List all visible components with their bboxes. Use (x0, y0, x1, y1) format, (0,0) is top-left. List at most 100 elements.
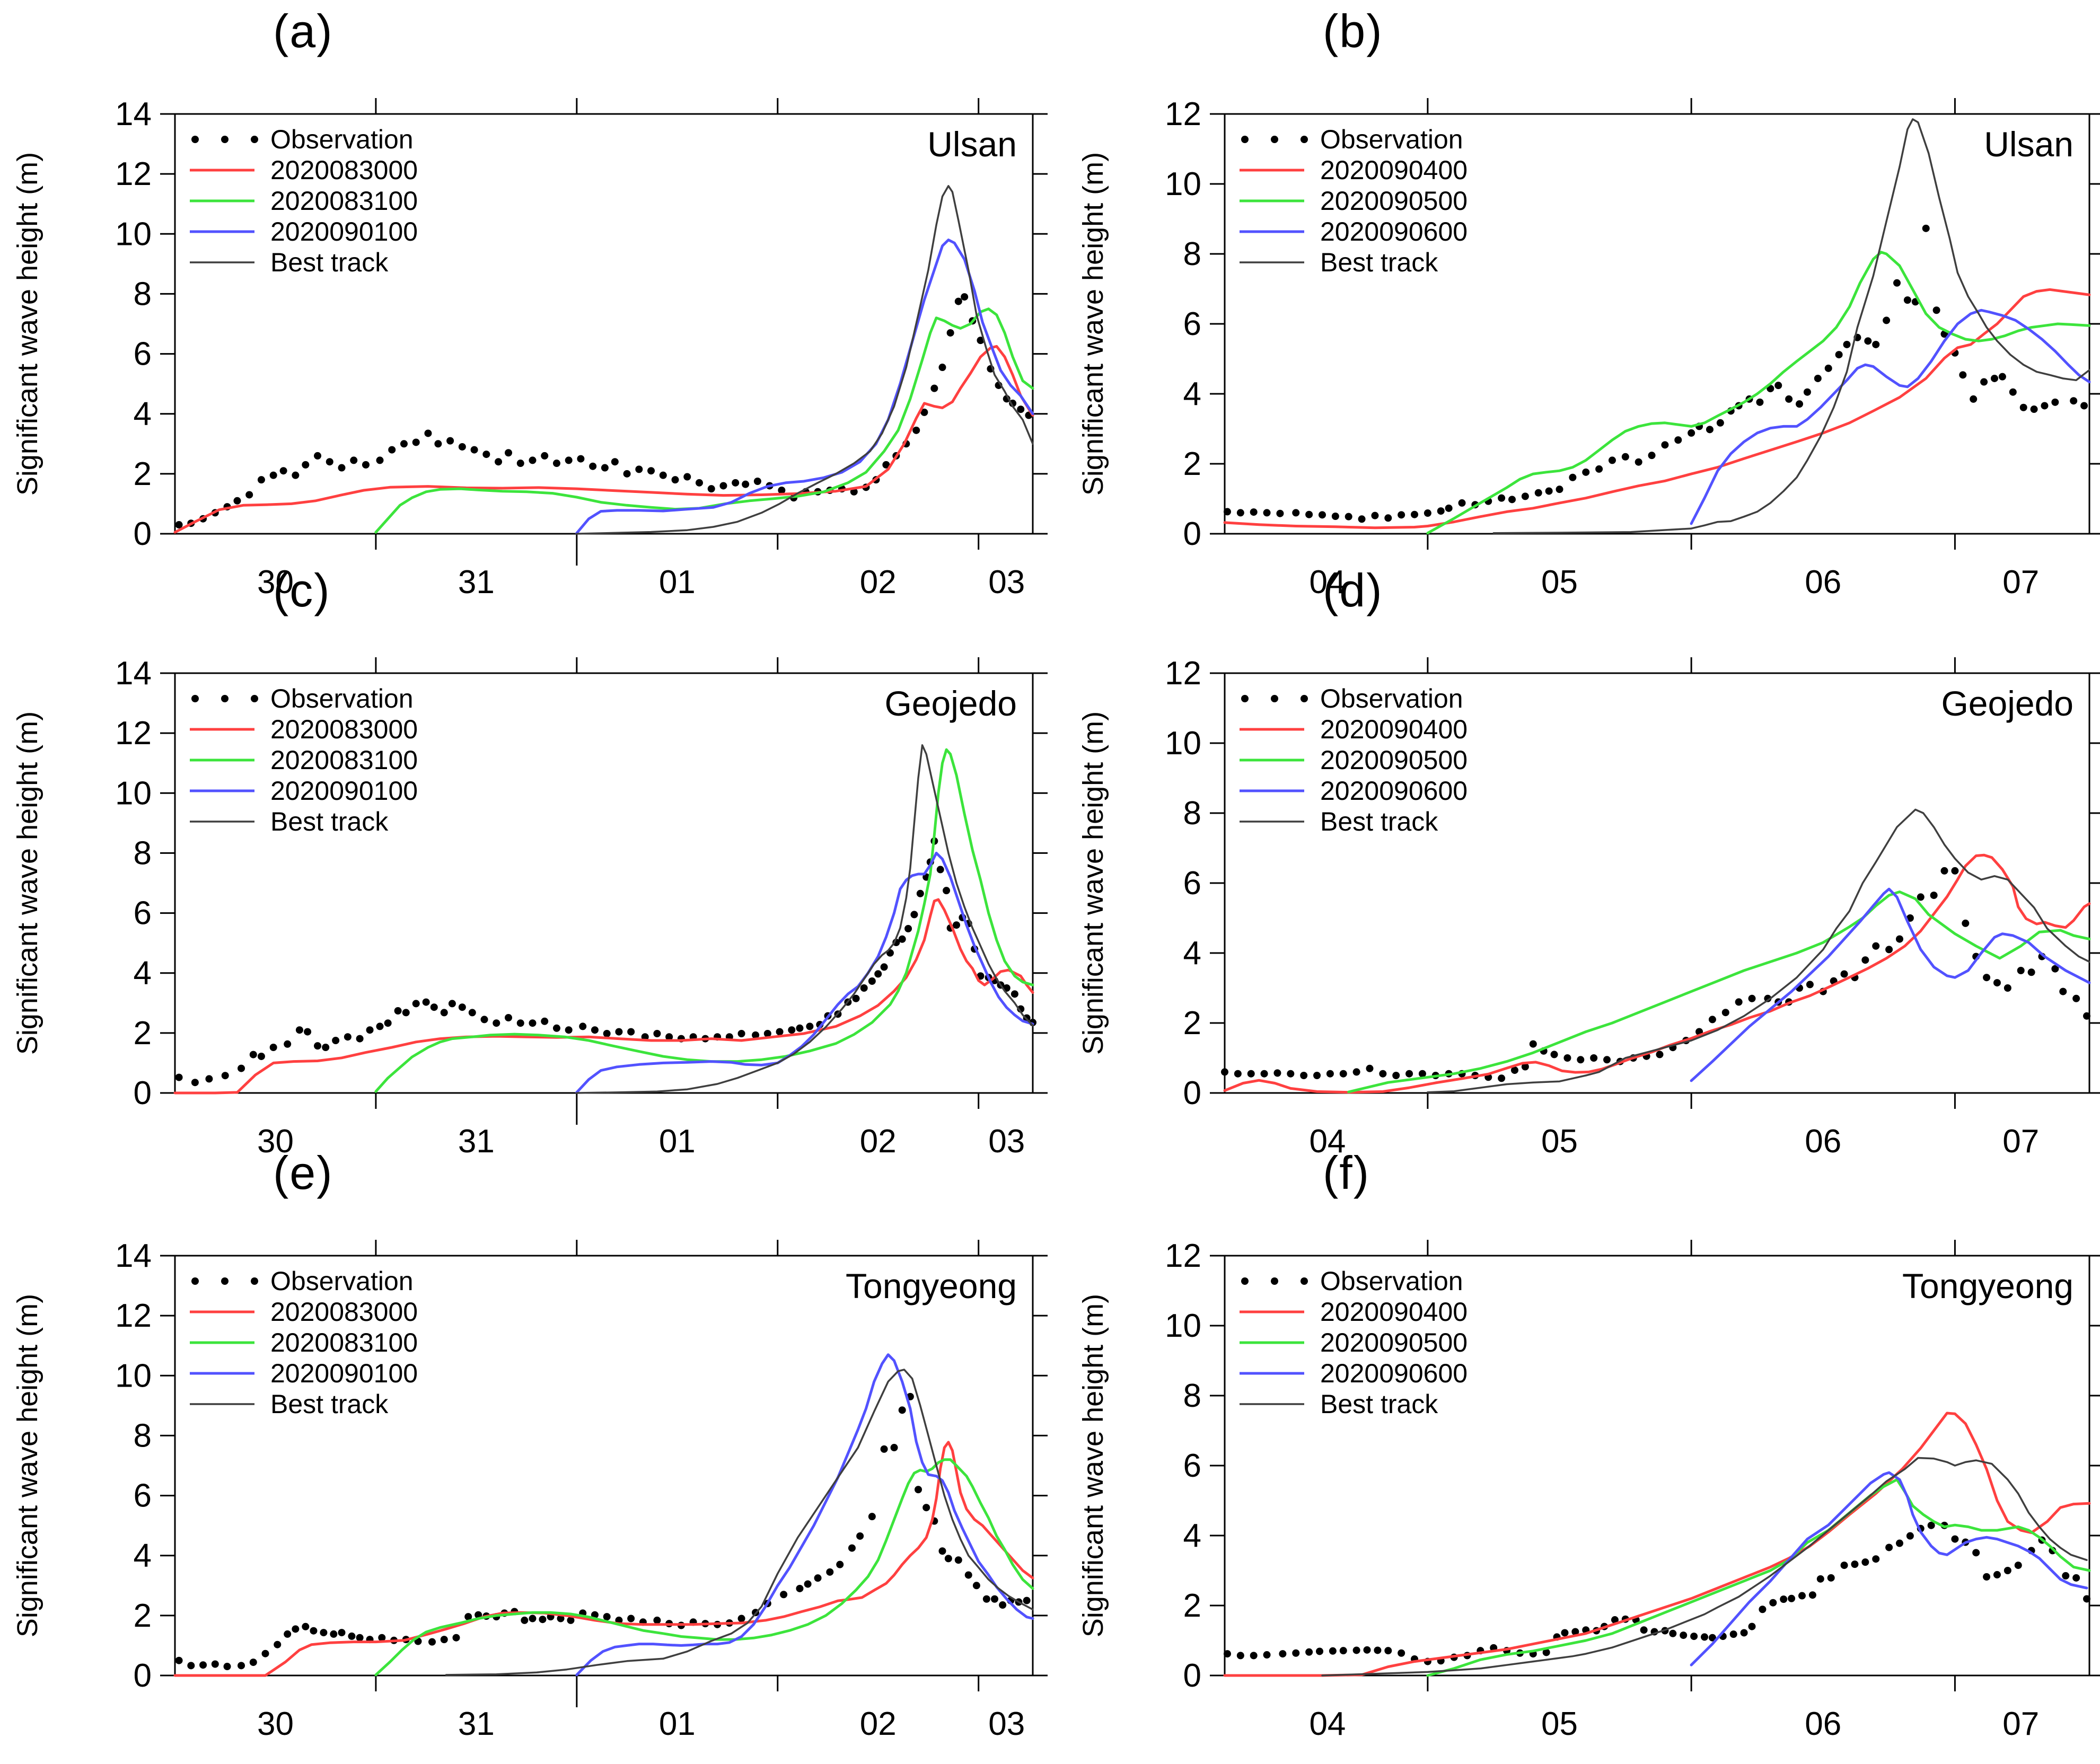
y-axis-title-a: Significant wave height (m) (12, 152, 43, 496)
legend-label: 2020090600 (1320, 776, 1468, 806)
legend-dot-marker (1301, 1277, 1308, 1285)
observation-dot (788, 1026, 796, 1034)
y-tick-label: 8 (1183, 236, 1201, 272)
observation-dot (1374, 1646, 1382, 1654)
y-tick-label: 0 (1183, 516, 1201, 552)
y-tick-label: 0 (1183, 1075, 1201, 1112)
observation-dots (1223, 224, 2088, 523)
x-tick-label: 31 (458, 1123, 495, 1160)
y-axis-title-c: Significant wave height (m) (12, 711, 43, 1055)
legend-label: 2020083000 (270, 1297, 418, 1327)
observation-dot (175, 521, 183, 529)
legend-label: 2020090500 (1320, 745, 1468, 775)
legend-label: Observation (270, 125, 414, 154)
observation-dot (1774, 382, 1782, 390)
observation-dot (1561, 1629, 1569, 1637)
observation-dot (904, 924, 912, 932)
observation-dot (1345, 513, 1352, 521)
legend: Observation20200830002020083100202009010… (190, 684, 418, 836)
observation-dot (338, 464, 346, 472)
legend-dot-marker (1301, 695, 1308, 702)
observation-dot (326, 458, 333, 466)
observation-dot (302, 461, 310, 469)
observation-dot (482, 451, 490, 458)
y-tick-label: 12 (115, 1298, 152, 1334)
observation-dot (350, 456, 358, 464)
series-line-best-track (445, 1369, 1034, 1676)
y-tick-label: 4 (134, 955, 152, 992)
observation-dot (1223, 1650, 1231, 1658)
observation-dot (1247, 1070, 1255, 1078)
legend-dot-marker (1271, 1277, 1278, 1285)
observation-dot (338, 1629, 346, 1637)
observation-dot (464, 1613, 472, 1621)
legend-label: Best track (270, 248, 389, 277)
observation-dot (2004, 1567, 2011, 1574)
observation-dot (362, 461, 370, 469)
observation-dot (292, 471, 300, 479)
y-tick-label: 10 (1165, 725, 1201, 762)
observation-dot (1748, 1622, 1756, 1630)
observation-dot (910, 911, 918, 919)
observation-dot (856, 1532, 864, 1540)
observation-dot (1748, 994, 1756, 1002)
observation-dot (274, 1640, 282, 1648)
observation-dot (1835, 351, 1843, 359)
observation-dot (1851, 1560, 1859, 1568)
observation-dot (1621, 453, 1629, 461)
y-tick-label: 8 (134, 1417, 152, 1454)
observation-dot (495, 458, 503, 466)
series-line-best-track (1492, 118, 2090, 534)
observation-dot (1993, 979, 2001, 987)
observation-dot (1824, 364, 1832, 372)
observation-dot (1339, 1070, 1347, 1078)
observation-dot (912, 426, 920, 434)
observation-dot (1648, 452, 1656, 460)
observation-dot (261, 1650, 269, 1657)
observation-dot (737, 1615, 745, 1622)
observation-dot (1521, 1063, 1529, 1071)
observation-dot (2080, 402, 2088, 410)
observation-dot (199, 1661, 207, 1669)
observation-dot (1424, 509, 1431, 517)
observation-dots (175, 293, 1033, 529)
observation-dot (1930, 892, 1938, 899)
series-line-2020083000 (173, 345, 1034, 534)
observation-dot (1940, 867, 1948, 875)
observation-dot (1840, 1562, 1848, 1569)
legend-label: 2020090400 (1320, 155, 1468, 185)
observation-dot (826, 1568, 834, 1576)
station-title: Tongyeong (1902, 1266, 2073, 1306)
observation-dot (233, 497, 241, 505)
observation-dot (2059, 987, 2067, 995)
observation-dot (589, 462, 597, 470)
observation-dot (999, 1601, 1007, 1609)
series-line-2020090500 (1426, 251, 2091, 535)
y-axis-title-d: Significant wave height (m) (1077, 711, 1109, 1055)
observation-dot (946, 329, 954, 337)
observation-dot (1872, 340, 1880, 348)
observation-dot (249, 1659, 257, 1666)
legend-dot-marker (251, 136, 258, 143)
x-tick-label: 03 (988, 1123, 1025, 1160)
x-tick-label: 04 (1309, 1123, 1346, 1160)
series-line-2020083100 (374, 748, 1034, 1093)
observation-dot (1740, 1629, 1748, 1637)
observation-dot (1545, 487, 1553, 495)
observation-dot (1708, 1634, 1716, 1642)
legend-dot-marker (1241, 1277, 1249, 1285)
y-tick-label: 0 (134, 1657, 152, 1694)
legend-label: Best track (270, 807, 389, 836)
observation-dot (1318, 511, 1326, 519)
observation-dot (175, 1656, 183, 1664)
observation-dot (1716, 419, 1724, 427)
y-tick-label: 6 (134, 895, 152, 932)
observation-dot (314, 452, 322, 460)
legend: Observation20200904002020090500202009060… (1240, 1266, 1468, 1419)
x-tick-label: 02 (860, 564, 897, 601)
observation-dots (175, 1392, 1031, 1671)
observation-dot (1392, 1072, 1400, 1079)
series-line-2020090600 (1690, 887, 2091, 1082)
x-tick-label: 01 (659, 564, 696, 601)
